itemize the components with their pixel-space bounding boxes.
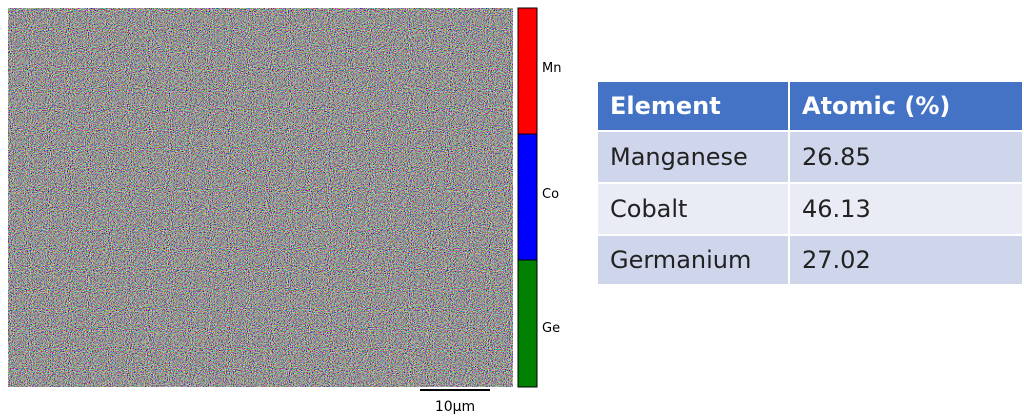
- colorbar-label: Mn: [542, 61, 561, 76]
- table-cell: Cobalt: [598, 184, 790, 236]
- table-header: Atomic (%): [790, 82, 1024, 132]
- table-cell: 46.13: [790, 184, 1024, 236]
- colorbar-label: Ge: [542, 321, 560, 336]
- scale-bar-label: 10μm: [435, 399, 475, 415]
- page: {"colorbar": {"labels": ["Mn", "Co", "Ge…: [0, 0, 1024, 419]
- table-cell: 27.02: [790, 236, 1024, 286]
- table-cell: Manganese: [598, 132, 790, 184]
- eds-map-figure: Mn Co Ge 10μm: [0, 0, 600, 419]
- colorbar-co: [518, 134, 537, 260]
- table-cell: Germanium: [598, 236, 790, 286]
- table-cell: 26.85: [790, 132, 1024, 184]
- element-map-noise: [8, 8, 513, 387]
- colorbar-mn: [518, 8, 537, 134]
- colorbar-ge: [518, 260, 537, 387]
- colorbar-label: Co: [542, 187, 559, 202]
- table-header: Element: [598, 82, 790, 132]
